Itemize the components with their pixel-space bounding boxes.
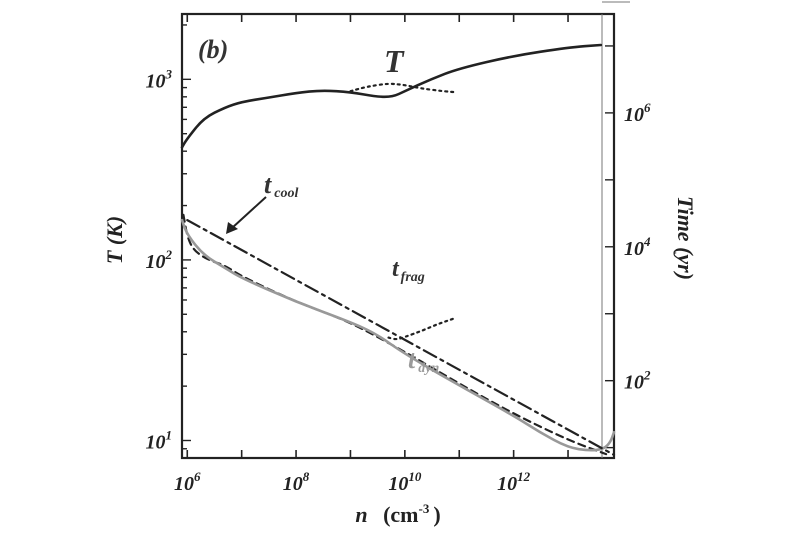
series-t-solid-0 — [180, 43, 603, 149]
series-t-dotted-1 — [349, 82, 456, 94]
annotation-t-cool: t cool — [226, 170, 298, 234]
t-cool-arrowhead — [226, 222, 238, 234]
y-left-tick-label-exp-2: 3 — [165, 66, 173, 81]
y-right-tick-label-base-2: 10 — [624, 104, 644, 126]
x-axis-unit: (cm — [383, 502, 418, 527]
series-t-cool-dashed-3 — [182, 213, 608, 456]
y-right-tick-label-0: 102 — [624, 368, 651, 394]
x-axis-unit-close: ) — [433, 502, 440, 527]
y-left-tick-label-base-2: 10 — [146, 70, 166, 92]
y-left-tick-label-2: 103 — [146, 66, 173, 92]
y-left-tick-label-1: 102 — [146, 247, 173, 273]
annotation-t-cool-main: t — [264, 170, 272, 199]
y-left-tick-label-0: 101 — [146, 427, 173, 453]
annotation-t-cool-sub: cool — [274, 186, 298, 201]
x-tick-label-exp-0: 6 — [194, 469, 201, 484]
y-left-tick-label-exp-1: 2 — [165, 247, 173, 262]
x-tick-label-1: 108 — [283, 469, 310, 495]
x-tick-label-exp-2: 10 — [408, 469, 422, 484]
x-tick-label-0: 106 — [174, 469, 201, 495]
y-right-tick-label-exp-2: 6 — [644, 100, 651, 115]
annotation-t-dyn-main: t — [408, 345, 416, 374]
y-right-tick-label-2: 106 — [624, 100, 651, 126]
series-t-frag-dotted-2 — [387, 317, 456, 341]
plot-frame — [180, 12, 616, 460]
y-right-tick-label-base-0: 10 — [624, 372, 644, 394]
x-tick-label-3: 1012 — [497, 469, 531, 495]
y-left-tick-label-exp-0: 1 — [166, 427, 173, 442]
x-tick-label-base-3: 10 — [497, 473, 517, 495]
annotation-t-frag-main: t — [392, 256, 400, 282]
y-left-tick-label-base-0: 10 — [146, 431, 166, 453]
y-left-tick-label-base-1: 10 — [146, 251, 166, 273]
annotation-t-dyn: t dyn — [408, 345, 439, 376]
annotation-t-frag: t frag — [392, 256, 425, 285]
panel-label: (b) — [198, 35, 228, 64]
x-tick-label-base-1: 10 — [283, 473, 303, 495]
annotation-T: T — [384, 43, 405, 79]
series-layer — [180, 43, 616, 456]
y-right-tick-label-exp-1: 4 — [643, 234, 651, 249]
y-right-axis-title: Time (yr) — [673, 196, 698, 280]
x-tick-label-exp-1: 8 — [303, 469, 310, 484]
x-tick-label-2: 1010 — [388, 469, 422, 495]
x-axis-unit-exp: -3 — [419, 501, 430, 516]
svg-text:n (cm-3): n (cm-3) — [355, 501, 440, 527]
ticks — [182, 14, 614, 459]
y-left-axis-title: T (K) — [102, 216, 127, 264]
series-t-dyn-solid-4 — [180, 218, 616, 452]
x-tick-label-base-2: 10 — [388, 473, 408, 495]
y-right-tick-label-base-1: 10 — [624, 238, 644, 260]
series-dash-dot-dashdot-5 — [186, 219, 616, 456]
y-right-tick-label-exp-0: 2 — [643, 368, 651, 383]
annotation-t-frag-sub: frag — [401, 270, 425, 285]
annotation-T-text: T — [384, 43, 405, 79]
y-right-tick-label-1: 104 — [624, 234, 651, 260]
x-tick-label-base-0: 10 — [174, 473, 194, 495]
x-tick-label-exp-3: 12 — [517, 469, 531, 484]
x-axis-title: n — [355, 502, 367, 527]
annotation-t-dyn-sub: dyn — [418, 361, 439, 376]
t-cool-arrow — [231, 196, 267, 229]
